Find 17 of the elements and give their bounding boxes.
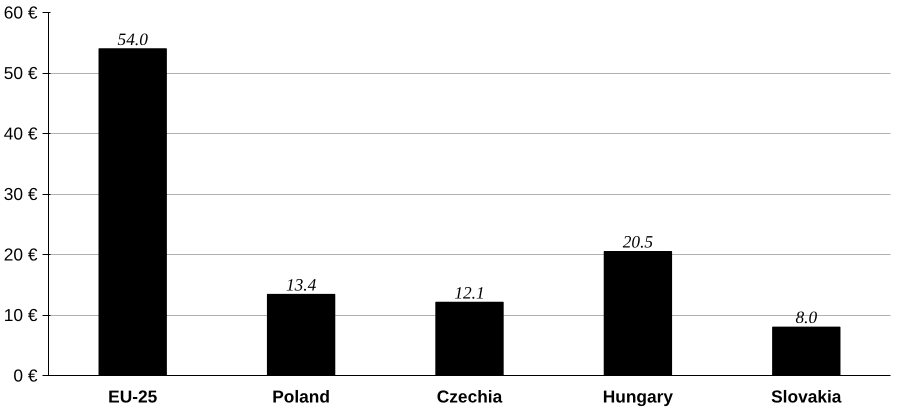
data-label: 54.0: [118, 30, 148, 49]
x-tick-label: Poland: [272, 386, 330, 406]
x-tick-label: EU-25: [108, 386, 158, 406]
x-tick-label: Slovakia: [771, 386, 842, 406]
data-label: 13.4: [286, 275, 317, 294]
x-tick-label: Czechia: [436, 386, 503, 406]
y-tick-label: 30 €: [4, 184, 38, 204]
x-tick-label: Hungary: [602, 386, 674, 406]
y-tick-label: 20 €: [4, 244, 38, 264]
y-tick-label: 50 €: [4, 63, 38, 83]
y-tick-label: 10 €: [4, 305, 38, 325]
y-tick-label: 60 €: [4, 2, 38, 22]
data-label: 20.5: [622, 232, 654, 252]
data-label: 8.0: [795, 308, 818, 328]
y-tick-label: 40 €: [4, 124, 38, 144]
data-label: 12.1: [454, 283, 485, 302]
y-tick-label: 0 €: [13, 366, 38, 386]
